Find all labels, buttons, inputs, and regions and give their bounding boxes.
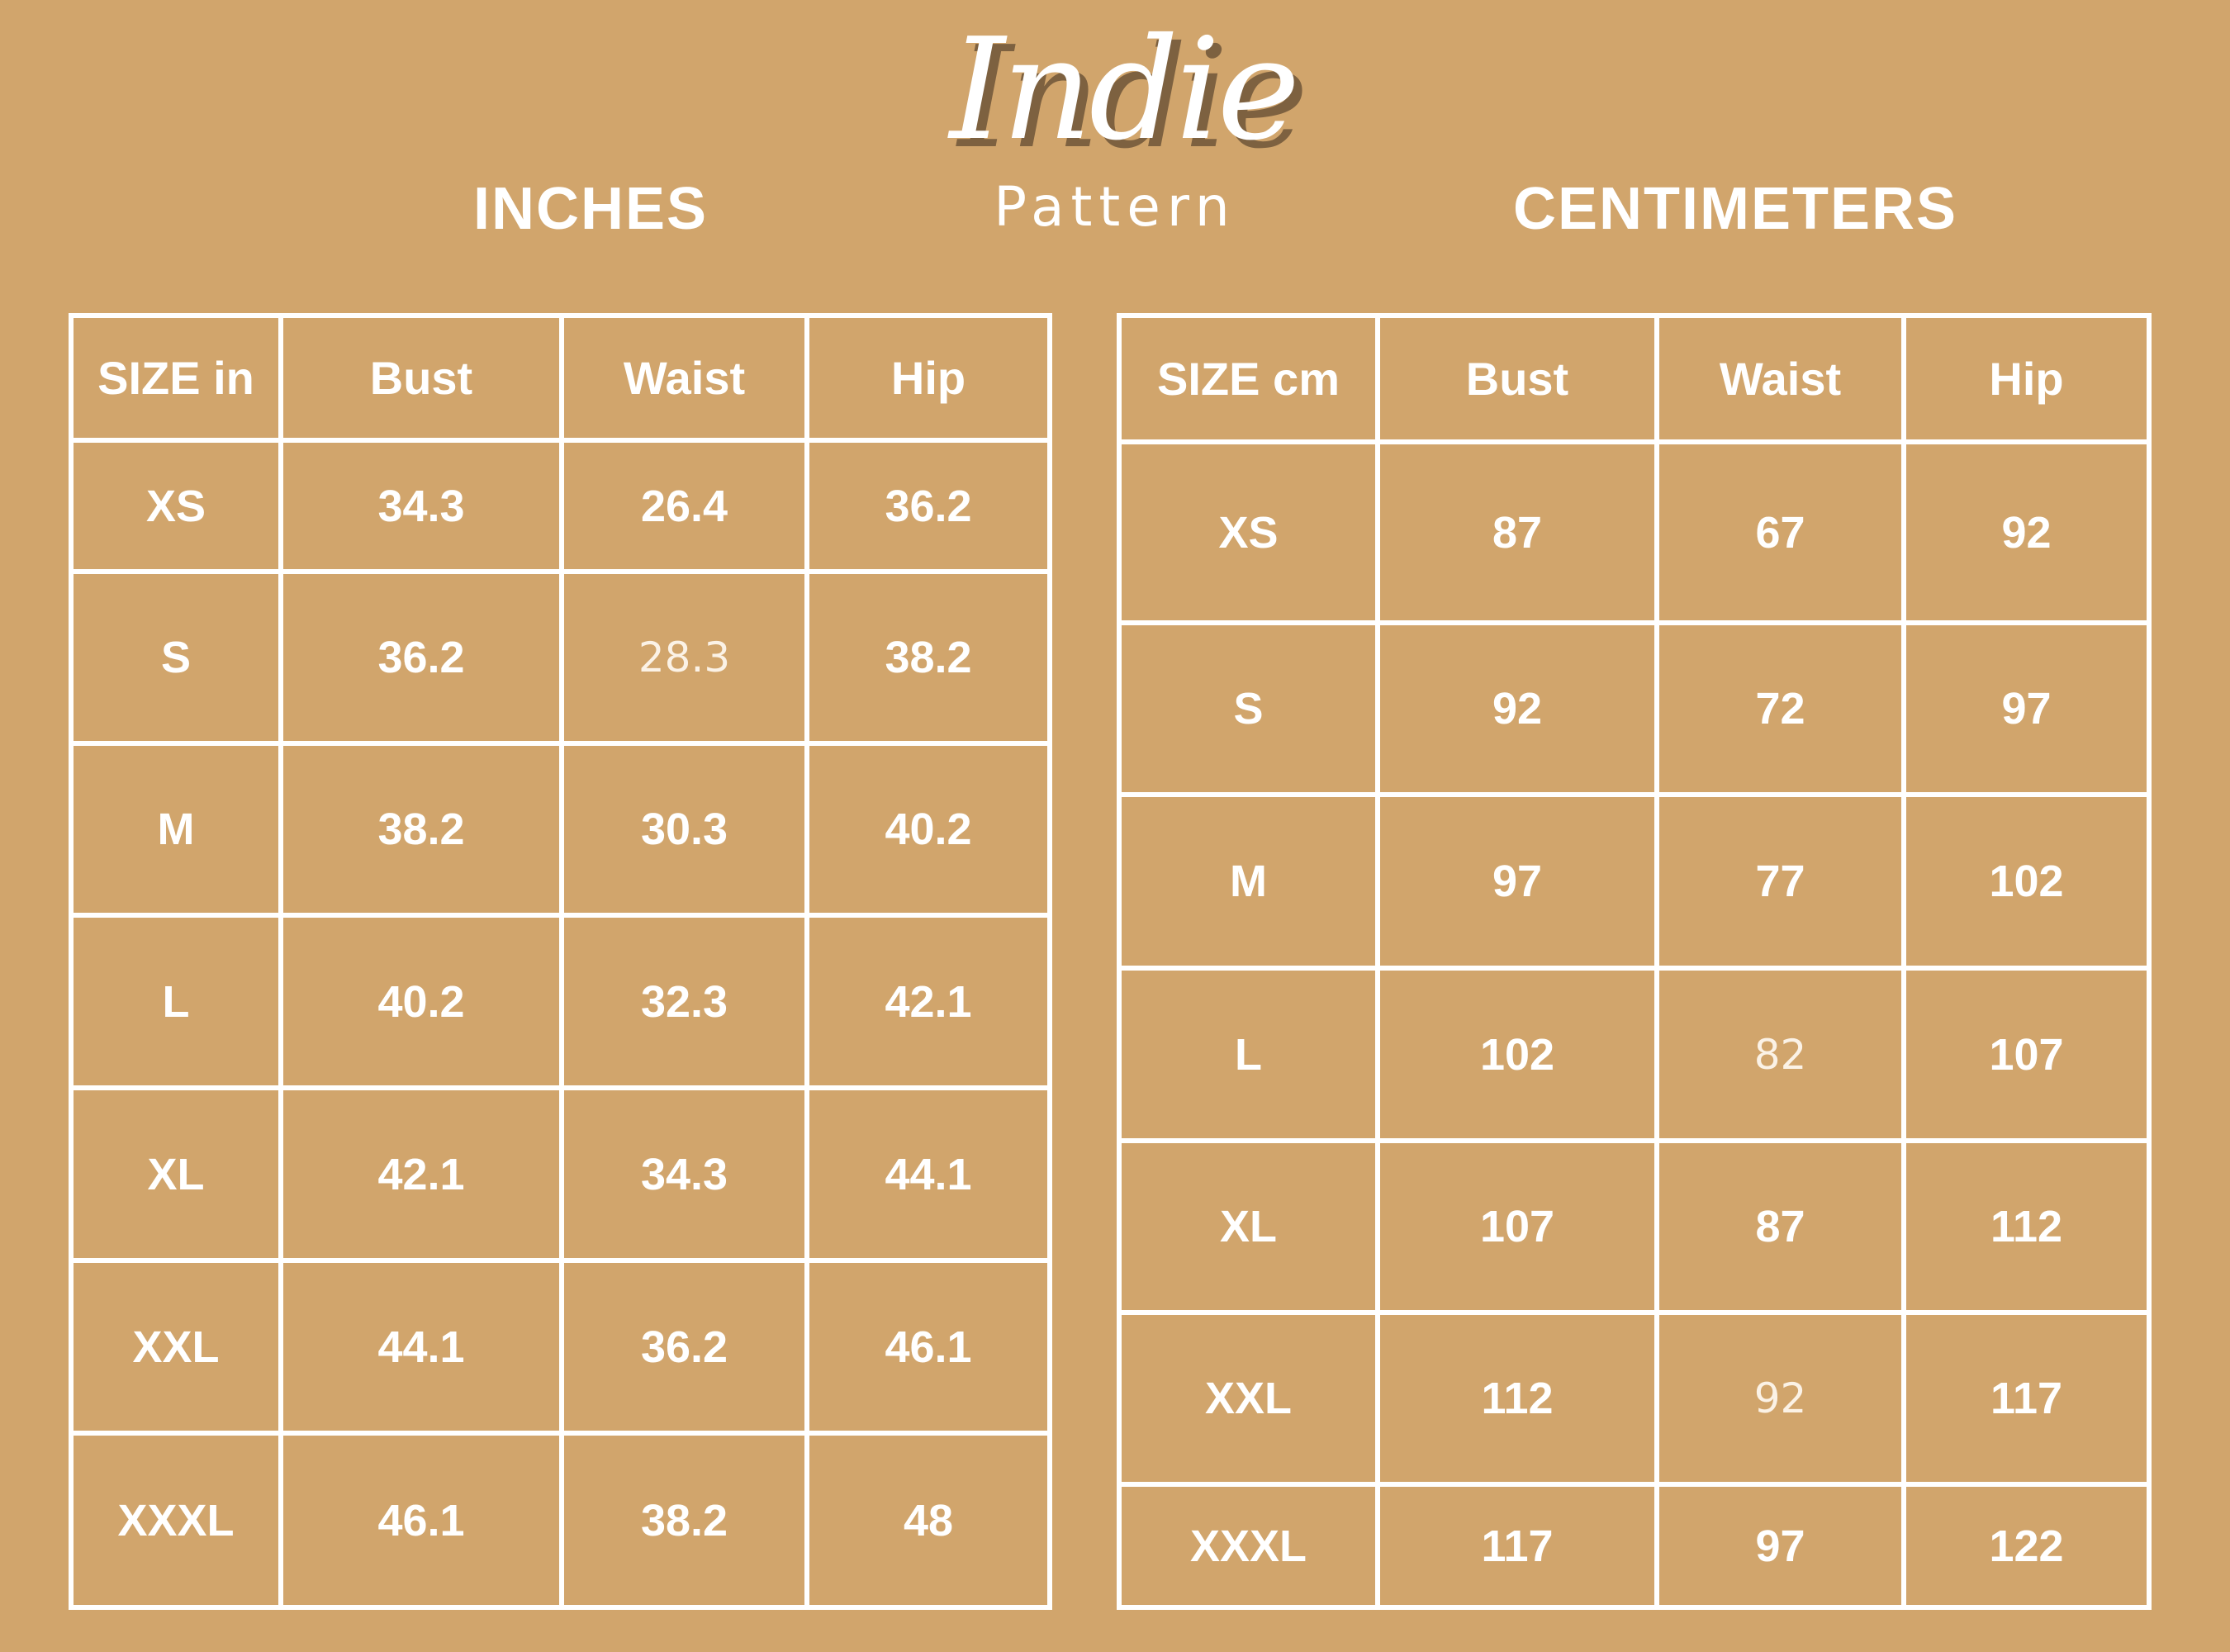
size-label-cell: S [1122, 625, 1375, 792]
size-label-cell: M [1122, 797, 1375, 966]
measurement-cell: 28.3 [564, 574, 804, 741]
measurement-cell: 46.1 [809, 1263, 1047, 1431]
measurement-cell: 97 [1906, 625, 2147, 792]
size-label-cell: XL [74, 1090, 278, 1258]
measurement-cell: 36.2 [564, 1263, 804, 1431]
column-header-waist: Waist [1659, 318, 1901, 439]
measurement-cell: 38.2 [809, 574, 1047, 741]
measurement-cell: 122 [1906, 1487, 2147, 1605]
logo-subtitle: Pattern [994, 175, 1236, 239]
inches-size-table: SIZE in Bust Waist Hip XS 34.3 26.4 36.2 S 36.2 28… [69, 313, 1052, 1610]
measurement-cell: 112 [1380, 1315, 1654, 1482]
size-label-cell: L [1122, 971, 1375, 1138]
measurement-cell: 30.3 [564, 746, 804, 913]
measurement-cell: 34.3 [564, 1090, 804, 1258]
measurement-cell: 38.2 [564, 1436, 804, 1605]
measurement-cell: 38.2 [283, 746, 559, 913]
measurement-cell: 92 [1659, 1315, 1901, 1482]
measurement-cell: 48 [809, 1436, 1047, 1605]
measurement-cell: 40.2 [809, 746, 1047, 913]
measurement-cell: 102 [1380, 971, 1654, 1138]
column-header-waist: Waist [564, 318, 804, 438]
measurement-cell: 42.1 [809, 918, 1047, 1085]
measurement-cell: 44.1 [809, 1090, 1047, 1258]
measurement-cell: 44.1 [283, 1263, 559, 1431]
measurement-cell: 102 [1906, 797, 2147, 966]
size-label-cell: XXXL [74, 1436, 278, 1605]
measurement-cell: 72 [1659, 625, 1901, 792]
measurement-cell: 36.2 [283, 574, 559, 741]
size-label-cell: XXL [74, 1263, 278, 1431]
size-label-cell: XXXL [1122, 1487, 1375, 1605]
measurement-cell: 67 [1659, 444, 1901, 620]
column-header-hip: Hip [1906, 318, 2147, 439]
column-header-size-in: SIZE in [74, 318, 278, 438]
column-header-bust: Bust [1380, 318, 1654, 439]
measurement-cell: 117 [1906, 1315, 2147, 1482]
measurement-cell: 32.3 [564, 918, 804, 1085]
measurement-cell: 87 [1659, 1143, 1901, 1310]
measurement-cell: 107 [1380, 1143, 1654, 1310]
measurement-cell: 40.2 [283, 918, 559, 1085]
measurement-cell: 87 [1380, 444, 1654, 620]
centimeters-heading: CENTIMETERS [1512, 176, 1958, 242]
measurement-cell: 97 [1380, 797, 1654, 966]
size-label-cell: XS [1122, 444, 1375, 620]
measurement-cell: 46.1 [283, 1436, 559, 1605]
inches-heading: INCHES [472, 176, 709, 242]
measurement-cell: 77 [1659, 797, 1901, 966]
measurement-cell: 92 [1906, 444, 2147, 620]
column-header-size-cm: SIZE cm [1122, 318, 1375, 439]
measurement-cell: 82 [1659, 971, 1901, 1138]
size-label-cell: XL [1122, 1143, 1375, 1310]
size-label-cell: S [74, 574, 278, 741]
measurement-cell: 97 [1659, 1487, 1901, 1605]
measurement-cell: 112 [1906, 1143, 2147, 1310]
centimeters-size-table: SIZE cm Bust Waist Hip XS 87 67 92 S 92 72 97 M 97 77 1… [1117, 313, 2152, 1610]
size-label-cell: XXL [1122, 1315, 1375, 1482]
size-label-cell: L [74, 918, 278, 1085]
measurement-cell: 42.1 [283, 1090, 559, 1258]
logo-title: Indie [949, 8, 1300, 172]
measurement-cell: 26.4 [564, 443, 804, 569]
measurement-cell: 34.3 [283, 443, 559, 569]
column-header-bust: Bust [283, 318, 559, 438]
size-label-cell: M [74, 746, 278, 913]
measurement-cell: 107 [1906, 971, 2147, 1138]
size-label-cell: XS [74, 443, 278, 569]
column-header-hip: Hip [809, 318, 1047, 438]
measurement-cell: 36.2 [809, 443, 1047, 569]
measurement-cell: 92 [1380, 625, 1654, 792]
measurement-cell: 117 [1380, 1487, 1654, 1605]
